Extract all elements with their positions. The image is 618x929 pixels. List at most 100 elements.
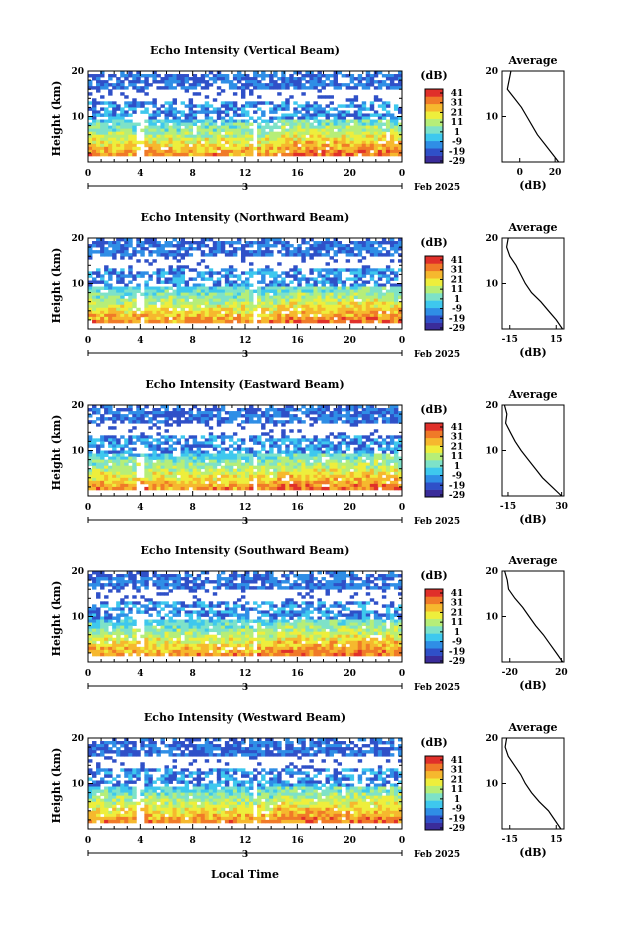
heatmap-cell <box>249 131 254 136</box>
heatmap-cell <box>156 113 161 117</box>
heatmap-cell <box>124 143 129 148</box>
heatmap-cell <box>88 310 93 315</box>
heatmap-cell <box>140 480 145 485</box>
heatmap-cell <box>172 143 177 148</box>
heatmap-cell <box>245 101 250 105</box>
heatmap-cell <box>257 468 262 473</box>
heatmap-cell <box>136 408 141 412</box>
heatmap-cell <box>265 468 270 473</box>
heatmap-cell <box>245 420 250 424</box>
heatmap-cell <box>168 113 173 117</box>
heatmap-cell <box>176 441 181 445</box>
heatmap-cell <box>240 468 246 473</box>
heatmap-cell <box>357 110 363 114</box>
heatmap-cell <box>168 143 173 148</box>
month-label: Feb 2025 <box>414 183 460 193</box>
heatmap-cell <box>333 486 338 491</box>
heatmap-cell <box>88 247 93 251</box>
heatmap-cell <box>361 414 367 418</box>
heatmap-cell <box>112 137 117 142</box>
heatmap-cell <box>293 444 298 448</box>
heatmap-cell <box>349 471 355 476</box>
heatmap-cell <box>148 319 153 324</box>
heatmap-cell <box>393 480 399 485</box>
heatmap-cell <box>104 271 109 275</box>
heatmap-cell <box>321 80 326 84</box>
heatmap-cell <box>200 459 206 464</box>
heatmap-cell <box>200 119 206 123</box>
heatmap-cell <box>116 474 121 479</box>
heatmap-cell <box>240 438 246 442</box>
heatmap-cell <box>104 268 109 272</box>
heatmap-cell <box>257 292 262 297</box>
heatmap-cell <box>88 438 93 442</box>
heatmap-cell <box>220 247 226 251</box>
heatmap-cell <box>285 137 290 142</box>
heatmap-cell <box>393 134 399 139</box>
heatmap-cell <box>317 462 322 467</box>
heatmap-cell <box>309 477 314 482</box>
heatmap-cell <box>245 304 250 309</box>
heatmap-cell <box>88 250 93 254</box>
heatmap-cell <box>128 450 133 454</box>
heatmap-cell <box>208 119 214 123</box>
heatmap-cell <box>104 295 109 300</box>
heatmap-cell <box>200 420 206 424</box>
heatmap-cell <box>216 241 222 245</box>
heatmap-cell <box>200 441 206 445</box>
heatmap-cell <box>132 462 137 467</box>
heatmap-cell <box>265 474 270 479</box>
heatmap-cell <box>389 289 395 293</box>
heatmap-cell <box>164 462 169 467</box>
heatmap-cell <box>132 304 137 309</box>
heatmap-cell <box>305 474 310 479</box>
heatmap-cell <box>92 477 97 482</box>
heatmap-cell <box>373 486 379 491</box>
heatmap-cell <box>325 250 330 254</box>
heatmap-cell <box>184 113 190 117</box>
heatmap-cell <box>184 131 190 136</box>
heatmap-cell <box>269 298 274 303</box>
average-frame <box>501 70 565 163</box>
heatmap-cell <box>361 313 367 318</box>
heatmap-cell <box>345 435 351 439</box>
heatmap-cell <box>164 83 169 87</box>
heatmap-cell <box>220 465 226 470</box>
heatmap-cell <box>333 113 338 117</box>
heatmap-cell <box>172 256 177 260</box>
heatmap-cell <box>269 143 274 148</box>
heatmap-cell <box>377 98 383 102</box>
heatmap-cell <box>180 268 186 272</box>
heatmap-cell <box>361 265 367 269</box>
heatmap-cell <box>240 316 246 321</box>
heatmap-cell <box>196 134 202 139</box>
heatmap-cell <box>281 313 286 318</box>
heatmap-cell <box>184 250 190 254</box>
heatmap-cell <box>349 292 355 297</box>
heatmap-cell <box>313 417 318 421</box>
x-tick-label: 0 <box>85 336 91 346</box>
heatmap-cell <box>164 244 169 248</box>
heatmap-cell <box>353 283 359 287</box>
heatmap-cell <box>377 292 383 297</box>
heatmap-cell <box>373 119 379 123</box>
heatmap-cell <box>124 134 129 139</box>
heatmap-cell <box>192 435 198 439</box>
heatmap-cell <box>273 438 278 442</box>
heatmap-cell <box>365 131 371 136</box>
heatmap-cell <box>124 86 129 90</box>
heatmap-cell <box>389 316 395 321</box>
heatmap-cell <box>389 408 395 412</box>
heatmap-cell <box>289 146 294 151</box>
heatmap-cell <box>196 125 202 130</box>
heatmap-cell <box>273 104 278 108</box>
heatmap-cell <box>188 408 194 412</box>
heatmap-cell <box>249 438 254 442</box>
heatmap-cell <box>152 486 157 491</box>
heatmap-cell <box>120 417 125 421</box>
heatmap-cell <box>92 298 97 303</box>
heatmap-cell <box>200 316 206 321</box>
heatmap-cell <box>100 101 105 105</box>
heatmap-cell <box>188 462 194 467</box>
heatmap-cell <box>365 134 371 139</box>
